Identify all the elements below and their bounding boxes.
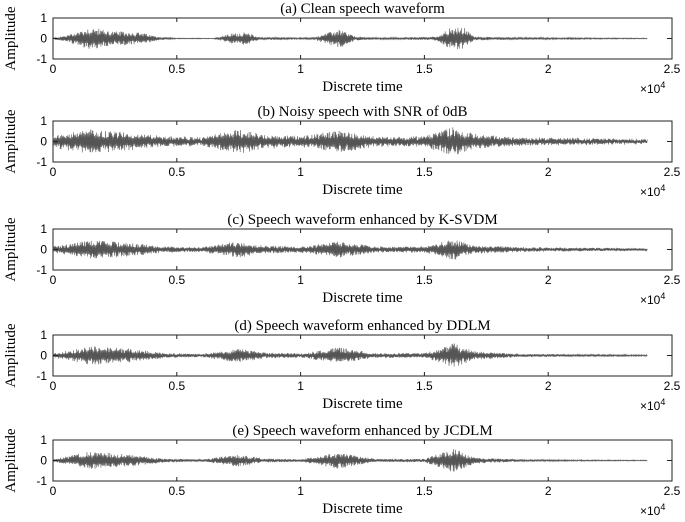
x-tick-label: 0 xyxy=(50,62,57,76)
x-tick-label: 1.5 xyxy=(416,273,433,287)
x-axis-label: Discrete time xyxy=(322,501,403,517)
y-tick-label: 1 xyxy=(40,433,47,447)
x-tick-label: 2 xyxy=(545,484,552,498)
y-axis-label: Amplitude xyxy=(3,428,19,493)
x-tick-label: 2.5 xyxy=(664,62,681,76)
y-tick-label: -1 xyxy=(36,155,47,169)
x-tick-label: 2 xyxy=(545,62,552,76)
subplot-b: (b) Noisy speech with SNR of 0dB 0 0.5 1 1.5… xyxy=(3,104,681,199)
subplot-title: (c) Speech waveform enhanced by K-SVDM xyxy=(227,212,497,228)
x-tick-label: 1 xyxy=(297,273,304,287)
subplot-title: (e) Speech waveform enhanced by JCDLM xyxy=(232,423,492,439)
x-tick-label: 0 xyxy=(50,484,57,498)
y-tick-label: -1 xyxy=(36,263,47,277)
y-tick-label: 1 xyxy=(40,114,47,128)
subplot-title: (d) Speech waveform enhanced by DDLM xyxy=(234,318,490,334)
x-axis-label: Discrete time xyxy=(322,290,403,306)
x-tick-label: 1.5 xyxy=(416,62,433,76)
y-tick-label: 1 xyxy=(40,222,47,236)
x-axis-multiplier: ×104 xyxy=(640,397,665,413)
x-axis-multiplier: ×104 xyxy=(640,502,665,518)
y-tick-label: -1 xyxy=(36,474,47,488)
x-axis-multiplier: ×104 xyxy=(640,183,665,199)
x-tick-label: 0.5 xyxy=(168,379,185,393)
waveform-line xyxy=(52,27,648,50)
y-tick-label: -1 xyxy=(36,369,47,383)
y-tick-label: 1 xyxy=(40,328,47,342)
y-tick-label: 0 xyxy=(40,454,47,468)
x-axis-multiplier: ×104 xyxy=(640,291,665,307)
x-tick-label: 2.5 xyxy=(664,379,681,393)
x-tick-label: 1 xyxy=(297,62,304,76)
y-tick-label: 0 xyxy=(40,243,47,257)
waveform-line xyxy=(52,240,648,260)
y-tick-label: 0 xyxy=(40,32,47,46)
y-axis-label: Amplitude xyxy=(3,109,19,174)
x-tick-label: 1.5 xyxy=(416,379,433,393)
subplot-d: (d) Speech waveform enhanced by DDLM 0 0.5… xyxy=(3,318,681,413)
waveform-line xyxy=(52,127,648,155)
x-tick-label: 0 xyxy=(50,165,57,179)
y-axis-label: Amplitude xyxy=(3,6,19,71)
x-axis-label: Discrete time xyxy=(322,396,403,412)
x-tick-label: 2.5 xyxy=(664,273,681,287)
x-tick-label: 0 xyxy=(50,273,57,287)
x-axis-label: Discrete time xyxy=(322,79,403,95)
subplot-e: (e) Speech waveform enhanced by JCDLM 0 0.… xyxy=(3,423,681,518)
y-tick-label: -1 xyxy=(36,52,47,66)
x-tick-label: 2.5 xyxy=(664,484,681,498)
x-tick-label: 1.5 xyxy=(416,484,433,498)
x-tick-label: 2 xyxy=(545,165,552,179)
x-tick-label: 2 xyxy=(545,379,552,393)
y-axis-label: Amplitude xyxy=(3,323,19,388)
subplot-title: (b) Noisy speech with SNR of 0dB xyxy=(258,104,468,120)
x-tick-label: 2.5 xyxy=(664,165,681,179)
x-axis-multiplier: ×104 xyxy=(640,80,665,96)
x-tick-label: 0.5 xyxy=(168,62,185,76)
subplot-c: (c) Speech waveform enhanced by K-SVDM 0 0… xyxy=(3,212,681,307)
subplot-title: (a) Clean speech waveform xyxy=(280,1,445,17)
x-tick-label: 2 xyxy=(545,273,552,287)
y-tick-label: 0 xyxy=(40,135,47,149)
x-tick-label: 0 xyxy=(50,379,57,393)
y-axis-label: Amplitude xyxy=(3,217,19,282)
x-tick-label: 0.5 xyxy=(168,165,185,179)
y-tick-label: 1 xyxy=(40,11,47,25)
x-tick-label: 1.5 xyxy=(416,165,433,179)
x-tick-label: 1 xyxy=(297,165,304,179)
waveform-line xyxy=(52,448,648,472)
x-tick-label: 1 xyxy=(297,379,304,393)
x-tick-label: 0.5 xyxy=(168,484,185,498)
waveform-line xyxy=(52,343,648,367)
x-tick-label: 1 xyxy=(297,484,304,498)
y-tick-label: 0 xyxy=(40,349,47,363)
x-axis-label: Discrete time xyxy=(322,182,403,198)
x-tick-label: 0.5 xyxy=(168,273,185,287)
